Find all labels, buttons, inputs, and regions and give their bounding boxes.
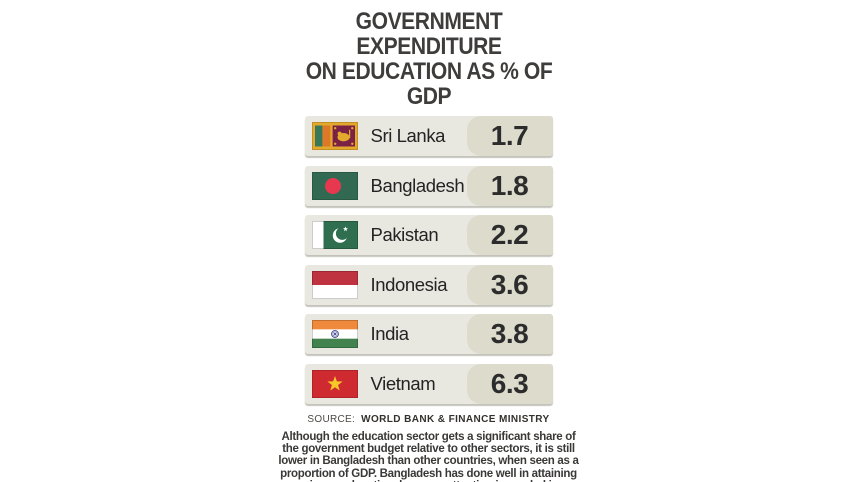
row-indonesia: Indonesia 3.6 xyxy=(304,264,553,305)
india-flag-icon xyxy=(311,320,358,348)
value-badge: 3.8 xyxy=(466,314,553,354)
value-badge: 6.3 xyxy=(466,363,553,404)
indonesia-flag-icon xyxy=(311,270,358,299)
vietnam-flag-icon xyxy=(311,369,358,398)
source-line: SOURCE: WORLD BANK & FINANCE MINISTRY xyxy=(269,414,589,425)
row-sri-lanka: Sri Lanka 1.7 xyxy=(304,116,553,156)
title-line-1: GOVERNMENT EXPENDITURE xyxy=(355,8,502,60)
source-prefix: SOURCE: xyxy=(307,413,356,425)
footnote-paragraph: Although the education sector gets a sig… xyxy=(278,430,579,482)
value-badge: 1.7 xyxy=(466,116,553,156)
content-column: GOVERNMENT EXPENDITURE ON EDUCATION AS %… xyxy=(269,0,589,482)
source-text: WORLD BANK & FINANCE MINISTRY xyxy=(361,413,550,425)
value-badge: 1.8 xyxy=(466,165,553,206)
country-label: Bangladesh xyxy=(370,174,465,196)
page-title: GOVERNMENT EXPENDITURE ON EDUCATION AS %… xyxy=(291,9,566,109)
title-line-2: ON EDUCATION AS % OF GDP xyxy=(305,58,552,110)
value-badge: 3.6 xyxy=(466,264,553,305)
country-label: Sri Lanka xyxy=(370,125,446,146)
bangladesh-flag-icon xyxy=(311,171,358,200)
row-bangladesh: Bangladesh 1.8 xyxy=(304,165,553,206)
sri-lanka-flag-icon xyxy=(311,122,358,150)
country-rows: Sri Lanka 1.7 Bangladesh 1.8 xyxy=(304,116,553,404)
row-pakistan: Pakistan 2.2 xyxy=(304,215,553,255)
country-label: Vietnam xyxy=(370,372,436,394)
value-badge: 2.2 xyxy=(466,215,553,255)
pakistan-flag-icon xyxy=(311,221,358,249)
row-india: India 3.8 xyxy=(304,314,553,354)
country-label: Indonesia xyxy=(370,273,448,295)
country-label: Pakistan xyxy=(370,224,439,245)
country-label: India xyxy=(370,323,410,344)
row-vietnam: Vietnam 6.3 xyxy=(304,363,553,404)
